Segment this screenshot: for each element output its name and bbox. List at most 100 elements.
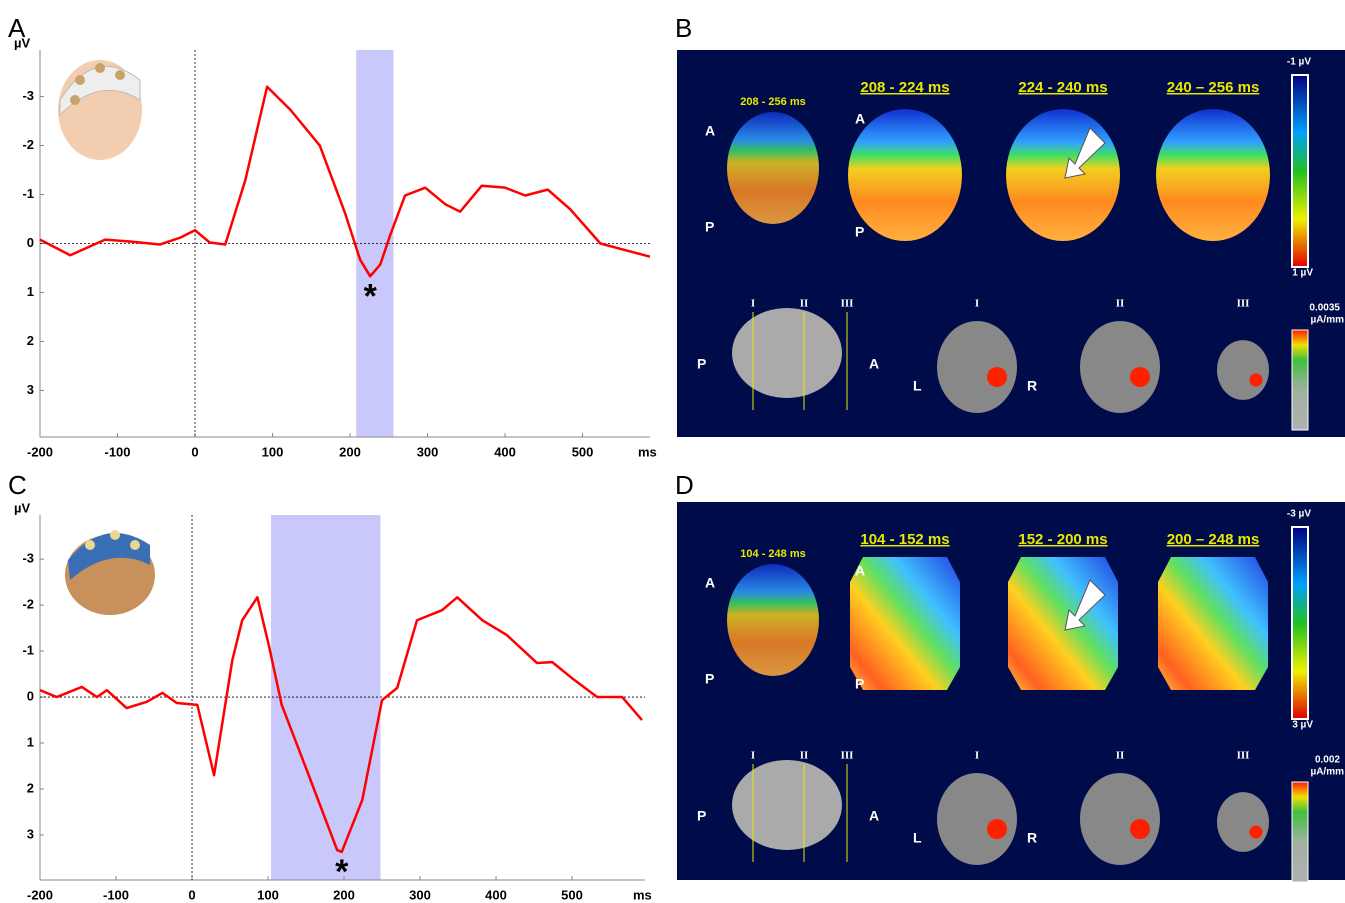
x-tick-label: 0 xyxy=(188,887,195,902)
brain-slice xyxy=(937,773,1017,865)
brain-slice xyxy=(1080,773,1160,865)
brain-3d xyxy=(732,308,842,398)
map-title: 224 - 240 ms xyxy=(1018,79,1107,96)
head-label: A xyxy=(705,575,715,591)
highlight-window xyxy=(271,515,381,880)
brain-slice xyxy=(937,321,1017,413)
view-label: A xyxy=(869,808,879,824)
x-tick-label: 100 xyxy=(262,444,284,459)
map-title: 104 - 152 ms xyxy=(860,531,949,548)
view-label: A xyxy=(869,356,879,372)
y-tick-label: -2 xyxy=(22,137,34,152)
slice-title: II xyxy=(1116,298,1125,310)
brain-slice xyxy=(1080,321,1160,413)
head-label: P xyxy=(705,671,714,687)
brain-slice xyxy=(1217,340,1269,400)
y-axis-label: µV xyxy=(14,500,30,515)
panel-letter: C xyxy=(8,470,27,500)
window-label: 104 - 248 ms xyxy=(740,548,805,560)
peak-annotation: * xyxy=(335,853,349,891)
human-head-illustration xyxy=(58,60,142,160)
y-tick-label: 1 xyxy=(27,284,34,299)
density-bar xyxy=(1291,781,1309,883)
y-tick-label: -1 xyxy=(22,643,34,658)
y-tick-label: 3 xyxy=(27,826,34,841)
y-tick-label: -1 xyxy=(22,186,34,201)
y-tick-label: -2 xyxy=(22,597,34,612)
head-3d xyxy=(727,564,819,676)
x-axis-label: ms xyxy=(633,887,652,902)
window-label: 208 - 256 ms xyxy=(740,96,805,108)
x-tick-label: 400 xyxy=(485,887,507,902)
y-axis-label: µV xyxy=(14,35,30,50)
colorbar-label: -1 µV xyxy=(1287,57,1311,68)
erp-line xyxy=(39,85,651,278)
image-panel: 208 - 256 ms A P 208 - 224 ms 224 - 240 ms 24… xyxy=(677,50,1345,437)
y-tick-label: 3 xyxy=(27,382,34,397)
monkey-head-illustration xyxy=(65,530,155,615)
colorbar xyxy=(1291,526,1309,720)
colorbar-label: -3 µV xyxy=(1287,509,1311,520)
x-tick-label: 400 xyxy=(494,444,516,459)
slice-label: I xyxy=(751,750,755,762)
map-label: A xyxy=(855,563,865,579)
density-unit: µA/mm xyxy=(1310,767,1344,778)
brain-3d xyxy=(732,760,842,850)
x-tick-label: 0 xyxy=(191,444,198,459)
side-label: R xyxy=(1027,830,1037,846)
activation xyxy=(987,819,1007,839)
activation xyxy=(1130,819,1150,839)
panel-letter: D xyxy=(675,470,694,500)
x-tick-label: 300 xyxy=(409,887,431,902)
colorbar xyxy=(1291,74,1309,268)
density-unit: µA/mm xyxy=(1310,315,1344,326)
side-label: R xyxy=(1027,378,1037,394)
activation xyxy=(1249,825,1263,839)
y-tick-label: -3 xyxy=(22,88,34,103)
side-label: L xyxy=(913,378,922,394)
x-tick-label: -100 xyxy=(103,887,129,902)
y-tick-label: 2 xyxy=(27,333,34,348)
map-label: P xyxy=(855,224,864,240)
x-tick-label: -200 xyxy=(27,887,53,902)
y-tick-label: 0 xyxy=(27,235,34,250)
arrow xyxy=(1064,127,1106,179)
y-tick-label: 0 xyxy=(27,688,34,703)
slice-title: III xyxy=(1237,750,1250,762)
topo-map xyxy=(1158,557,1268,690)
map-title: 152 - 200 ms xyxy=(1018,531,1107,548)
slice-label: III xyxy=(841,298,854,310)
slice-label: I xyxy=(751,298,755,310)
x-tick-label: 100 xyxy=(257,887,279,902)
slice-label: III xyxy=(841,750,854,762)
x-tick-label: 200 xyxy=(339,444,361,459)
topo-map xyxy=(1156,109,1270,241)
x-axis-label: ms xyxy=(638,444,657,459)
density-max: 0.002 xyxy=(1315,755,1340,766)
map-title: 208 - 224 ms xyxy=(860,79,949,96)
panel-letter: A xyxy=(8,13,26,43)
peak-annotation: * xyxy=(364,277,378,315)
brain-slice xyxy=(1217,792,1269,852)
density-bar xyxy=(1291,329,1309,431)
colorbar-label: 1 µV xyxy=(1292,268,1313,279)
topo-map xyxy=(1006,109,1120,241)
map-label: P xyxy=(855,676,864,692)
x-tick-label: 200 xyxy=(333,887,355,902)
topo-map xyxy=(1008,557,1118,690)
x-tick-label: -100 xyxy=(104,444,130,459)
density-max: 0.0035 xyxy=(1309,303,1340,314)
erp-line xyxy=(39,596,643,854)
slice-title: III xyxy=(1237,298,1250,310)
head-label: P xyxy=(705,219,714,235)
map-title: 200 – 248 ms xyxy=(1167,531,1260,548)
map-title: 240 – 256 ms xyxy=(1167,79,1260,96)
activation xyxy=(987,367,1007,387)
topo-map xyxy=(850,557,960,690)
x-tick-label: 500 xyxy=(572,444,594,459)
activation xyxy=(1130,367,1150,387)
slice-title: I xyxy=(975,298,979,310)
view-label: P xyxy=(697,808,706,824)
slice-title: II xyxy=(1116,750,1125,762)
